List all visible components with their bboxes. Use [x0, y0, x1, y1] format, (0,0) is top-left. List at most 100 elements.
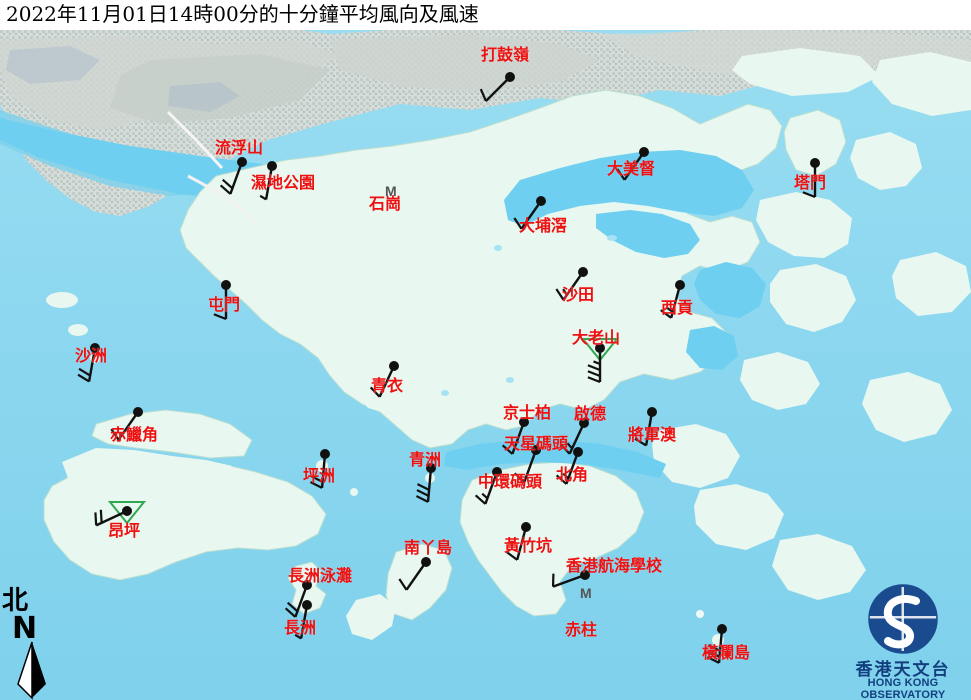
barb-full-10kt	[219, 184, 232, 195]
strong-wind-triangle-icon	[580, 338, 620, 362]
barb-shaft	[264, 165, 274, 200]
barb-shaft	[485, 76, 511, 102]
station-dot	[580, 570, 590, 580]
barb-full-10kt	[213, 313, 227, 321]
station-dot	[536, 196, 546, 206]
station-dot	[578, 267, 588, 277]
station-24	[506, 522, 531, 561]
lamma-island	[385, 543, 453, 621]
station-8	[660, 280, 685, 319]
station-dot	[810, 158, 820, 168]
station-label-3: 石崗	[369, 194, 402, 213]
barb-shaft	[644, 411, 654, 446]
station-label-26: 赤柱	[565, 620, 598, 639]
barb-full-10kt	[587, 376, 601, 384]
reef-b	[607, 235, 617, 241]
compass-rose: 北 N	[2, 588, 72, 700]
page-title: 2022年11月01日14時00分的十分鐘平均風向及風速	[6, 2, 479, 26]
station-dot	[302, 580, 312, 590]
shenzhen-bay-bridge	[166, 110, 224, 170]
barb-shaft	[623, 151, 645, 181]
barb-full-10kt	[660, 309, 672, 319]
station-label-19: 將軍澳	[628, 425, 677, 444]
station-label-7: 沙田	[562, 285, 595, 304]
victoria-harbour-water	[444, 440, 666, 478]
barb-full-10kt	[369, 386, 381, 398]
station-dot	[122, 506, 132, 516]
reef-c	[441, 390, 449, 396]
hko-logo-text-cn: 香港天文台	[855, 660, 951, 680]
barb-full-10kt	[707, 650, 721, 658]
station-label-23: 南丫島	[404, 538, 453, 557]
barb-full-10kt	[634, 437, 647, 447]
barb-shaft	[87, 347, 97, 382]
lantau-north-shore	[62, 448, 232, 478]
barb-half-5kt	[666, 306, 674, 313]
station-label-29: 橫瀾島	[702, 643, 751, 662]
station-dot	[492, 467, 502, 477]
barb-shaft	[552, 573, 586, 588]
tolo-channel-water	[596, 210, 700, 258]
barb-shaft	[520, 200, 542, 230]
station-29	[706, 624, 727, 664]
station-label-25: 香港航海學校	[566, 556, 663, 575]
barb-shaft	[523, 449, 538, 483]
station-16	[415, 463, 436, 503]
barb-full-10kt	[415, 495, 429, 503]
compass-label-en: N	[12, 611, 38, 646]
station-label-13: 青衣	[371, 376, 404, 395]
station-9	[580, 338, 620, 384]
barb-shaft	[229, 161, 244, 195]
barb-full-10kt	[110, 428, 120, 441]
station-dot	[505, 72, 515, 82]
clear-water-bay-peninsula	[740, 352, 820, 410]
strong-wind-triangle-icon	[107, 501, 147, 525]
station-label-11: 沙洲	[75, 346, 108, 365]
barb-full-10kt	[309, 481, 323, 489]
station-0	[479, 72, 515, 102]
hko-logo-text-en: HONG KONG OBSERVATORY	[860, 677, 946, 700]
station-6	[802, 158, 820, 199]
station-label-27: 長洲泳灘	[288, 566, 353, 585]
station-dot	[302, 600, 312, 610]
station-label-8: 西貢	[661, 298, 694, 317]
barb-shaft	[299, 604, 309, 639]
station-23	[398, 557, 431, 591]
ne-island	[850, 132, 922, 190]
barb-half-5kt	[562, 288, 568, 296]
station-dot	[421, 557, 431, 567]
barb-full-10kt	[416, 489, 430, 497]
barb-full-10kt	[78, 367, 91, 377]
barb-shaft	[320, 453, 327, 488]
station-label-14: 昂坪	[108, 521, 141, 540]
barb-full-10kt	[587, 370, 601, 378]
barb-shaft	[562, 271, 584, 301]
station-dot	[717, 624, 727, 634]
station-13	[369, 361, 399, 398]
station-label-10: 屯門	[208, 295, 241, 314]
station-11	[77, 343, 100, 383]
title-bar: 2022年11月01日14時00分的十分鐘平均風向及風速	[0, 0, 971, 30]
station-dot	[90, 343, 100, 353]
hko-logo: 香港天文台 HONG KONG OBSERVATORY	[838, 583, 968, 700]
station-dot	[133, 407, 143, 417]
station-12	[110, 407, 143, 441]
barb-half-5kt	[294, 633, 302, 640]
station-dot	[647, 407, 657, 417]
barb-shaft	[484, 471, 499, 505]
islet-west	[46, 292, 78, 308]
station-label-18: 啟德	[574, 404, 607, 423]
sai-kung-east-island	[756, 192, 852, 258]
station-label-24: 黃竹坑	[504, 536, 553, 555]
station-dot	[579, 418, 589, 428]
station-label-6: 塔門	[794, 173, 827, 192]
barb-full-10kt	[398, 578, 408, 591]
ne-peninsula	[732, 48, 880, 96]
station-20	[513, 445, 541, 483]
barb-shaft	[95, 509, 128, 527]
barb-full-10kt	[479, 88, 487, 102]
reef-a	[494, 245, 502, 251]
reef-d	[506, 377, 514, 383]
barb-shaft	[117, 411, 139, 441]
